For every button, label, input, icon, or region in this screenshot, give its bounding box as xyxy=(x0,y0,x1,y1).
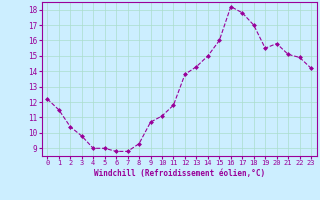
X-axis label: Windchill (Refroidissement éolien,°C): Windchill (Refroidissement éolien,°C) xyxy=(94,169,265,178)
